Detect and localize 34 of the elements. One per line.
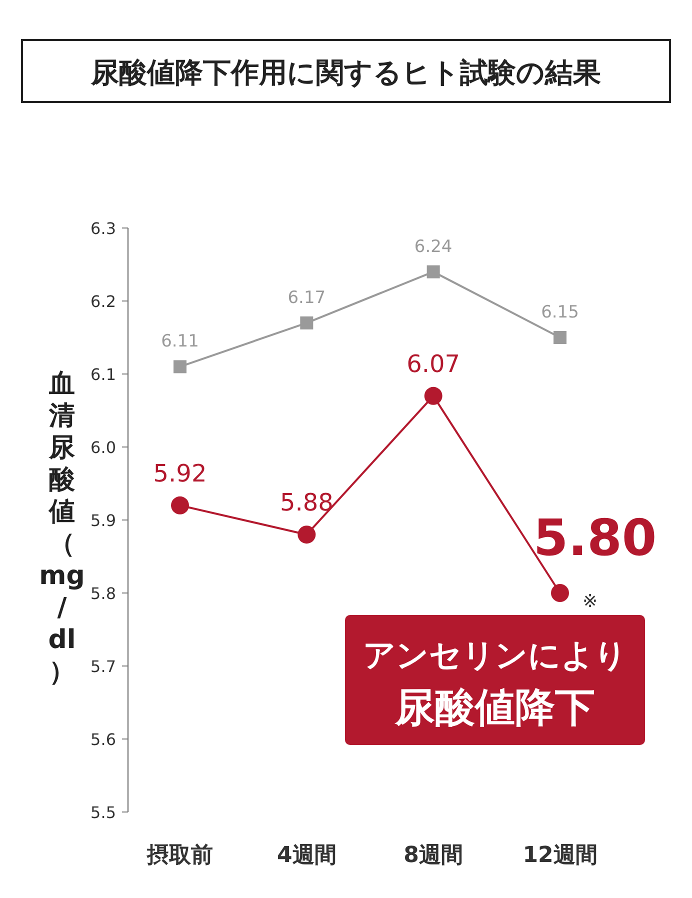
data-label: 5.92 [153, 459, 207, 488]
x-tick-label: 摂取前 [146, 843, 213, 868]
point [300, 316, 314, 330]
annotation: 尿酸値降下 [394, 685, 595, 731]
data-label: 6.07 [406, 350, 460, 378]
point [171, 496, 189, 514]
point [174, 360, 186, 374]
x-tick-label: 8週間 [404, 843, 463, 868]
annotation: ※ [582, 591, 598, 612]
text: 血清尿酸値（mg/dl） [39, 369, 85, 687]
point [298, 526, 316, 544]
y-tick-label: 5.8 [90, 584, 116, 603]
data-label: 6.17 [288, 288, 326, 308]
y-tick-label: 5.5 [90, 803, 116, 822]
annotation: アンセリンにより [363, 636, 627, 674]
x-tick-label: 4週間 [277, 843, 336, 868]
chart-title: 尿酸値降下作用に関するヒト試験の結果 [90, 56, 601, 89]
data-label: 6.15 [541, 302, 579, 322]
data-label: 5.80 [533, 509, 657, 567]
point [551, 584, 569, 602]
y-tick-label: 5.7 [90, 657, 116, 676]
y-tick-label: 6.0 [90, 438, 116, 457]
point [554, 331, 566, 344]
y-tick-label: 6.1 [90, 365, 116, 384]
point [424, 386, 442, 405]
y-tick-label: 5.6 [90, 730, 116, 749]
data-label: 6.24 [414, 236, 452, 257]
data-label: 5.88 [280, 488, 334, 517]
y-tick-label: 6.2 [90, 292, 116, 311]
data-label: 6.11 [161, 332, 199, 352]
y-tick-label: 6.3 [90, 219, 116, 238]
y-tick-label: 5.9 [90, 511, 116, 530]
point [426, 265, 440, 278]
x-tick-label: 12週間 [522, 843, 598, 868]
